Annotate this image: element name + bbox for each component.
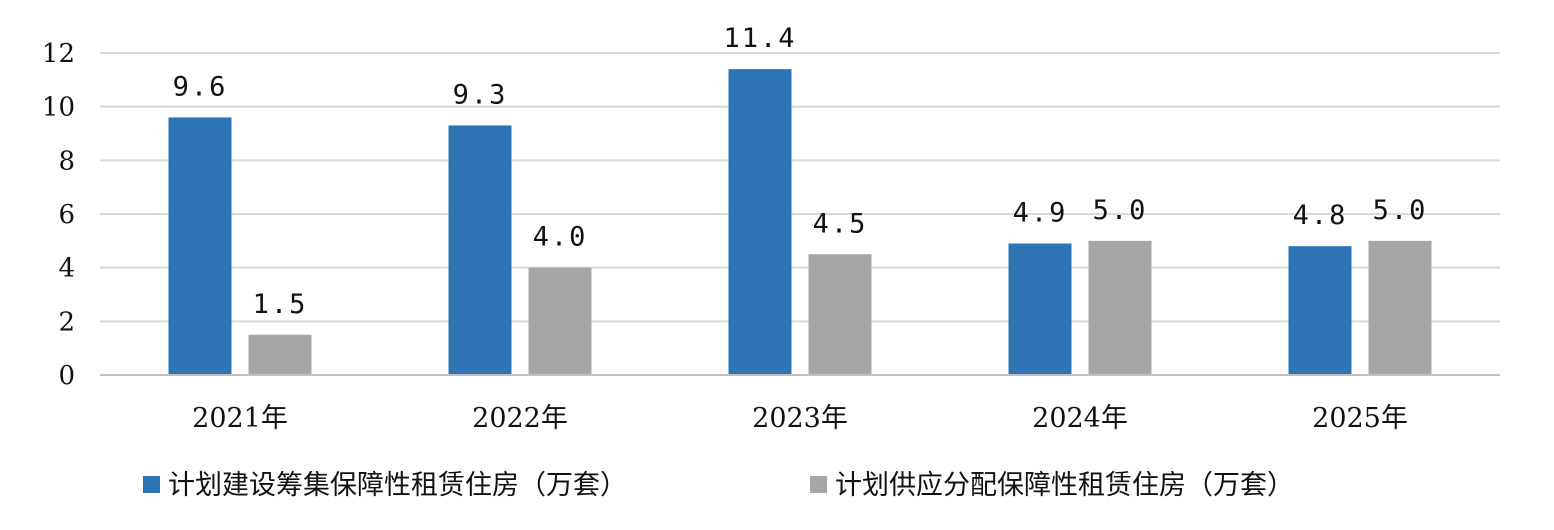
- legend-item-2: 计划供应分配保障性租赁住房（万套）: [810, 470, 1294, 501]
- bar-series-1: [1008, 243, 1072, 375]
- bar-series-1: [448, 125, 512, 375]
- legend-label: 计划建设筹集保障性租赁住房（万套）: [168, 470, 627, 501]
- bar-series-1: [1288, 246, 1352, 375]
- data-label: 4.5: [813, 208, 868, 239]
- y-tick-label: 8: [58, 146, 75, 176]
- x-axis-categories: 2021年 2022年 2023年 2024年 2025年: [192, 403, 1408, 434]
- data-label: 5.0: [1093, 195, 1148, 226]
- bar-series-2: [1368, 240, 1432, 375]
- y-tick-label: 6: [58, 200, 75, 230]
- legend-swatch: [143, 476, 160, 493]
- data-labels: 9.6 1.5 9.3 4.0 11.4 4.5 4.9 5.0 4.8 5.0: [173, 23, 1428, 320]
- x-category-label: 2023年: [752, 403, 848, 434]
- x-category-label: 2021年: [192, 403, 288, 434]
- legend-label: 计划供应分配保障性租赁住房（万套）: [835, 470, 1294, 501]
- gridlines: [100, 52, 1500, 323]
- legend-swatch: [810, 476, 827, 493]
- data-label: 1.5: [253, 289, 308, 320]
- data-label: 9.3: [453, 79, 508, 110]
- data-label: 5.0: [1373, 195, 1428, 226]
- bar-series-2: [528, 267, 592, 375]
- bar-series-1: [168, 117, 232, 376]
- y-tick-label: 12: [42, 39, 75, 69]
- bar-series-1: [728, 69, 792, 375]
- y-tick-label: 10: [42, 93, 75, 123]
- data-label: 4.8: [1293, 200, 1348, 231]
- bar-series-2: [248, 334, 312, 375]
- bar-series-2: [1088, 240, 1152, 375]
- y-tick-label: 0: [58, 361, 75, 391]
- data-label: 4.0: [533, 222, 588, 253]
- bar-series-2: [808, 254, 872, 375]
- y-tick-label: 4: [58, 254, 75, 284]
- y-axis-ticks: 0 2 4 6 8 10 12: [42, 39, 75, 391]
- x-category-label: 2024年: [1032, 403, 1128, 434]
- data-label: 4.9: [1013, 198, 1068, 229]
- x-category-label: 2022年: [472, 403, 568, 434]
- bars: [168, 69, 1432, 376]
- data-label: 9.6: [173, 71, 228, 102]
- x-category-label: 2025年: [1312, 403, 1408, 434]
- legend-item-1: 计划建设筹集保障性租赁住房（万套）: [143, 470, 627, 501]
- data-label: 11.4: [723, 23, 796, 54]
- legend: 计划建设筹集保障性租赁住房（万套） 计划供应分配保障性租赁住房（万套）: [143, 470, 1294, 501]
- y-tick-label: 2: [58, 307, 75, 337]
